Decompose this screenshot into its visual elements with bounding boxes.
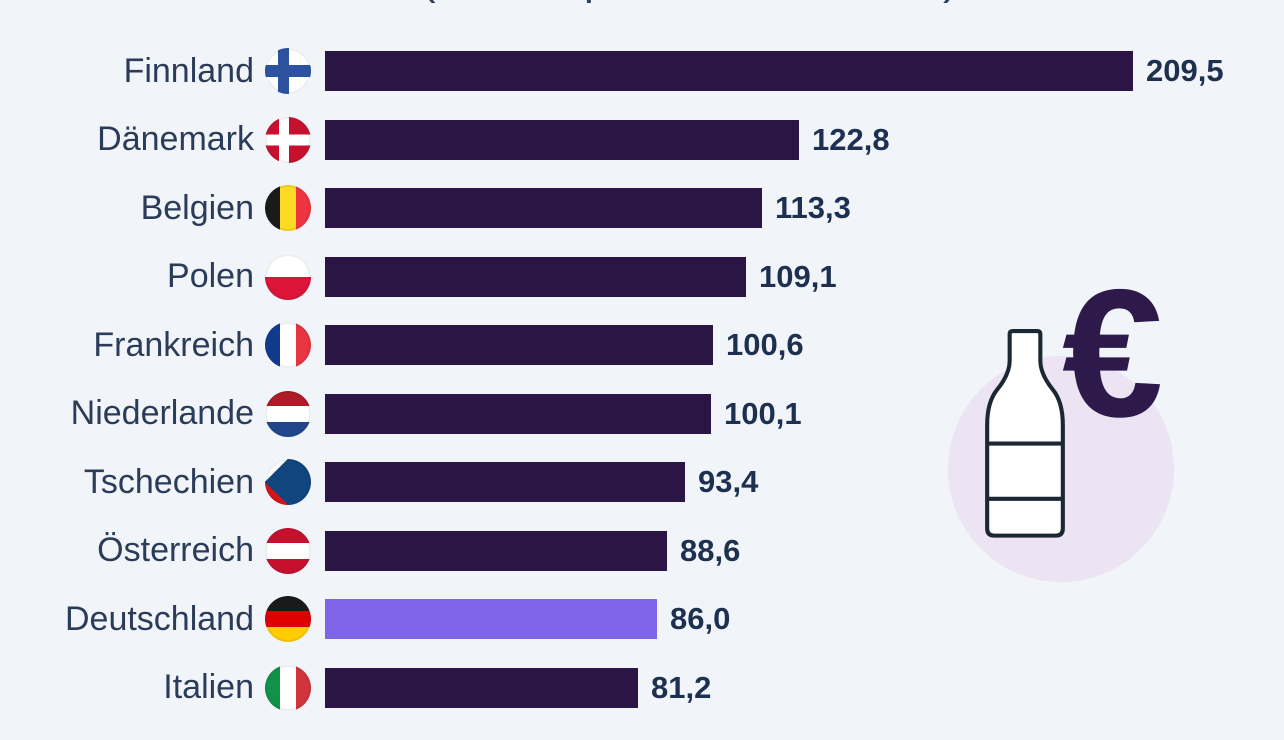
value-label: 100,1 [724,395,802,431]
flag-icon-fr [265,322,311,369]
bar [325,530,667,571]
value-label: 100,6 [726,327,804,363]
label-area: Frankreich [0,322,311,369]
value-label: 93,4 [698,464,759,500]
bar [325,51,1133,92]
cropped-title-fragment: ) [943,0,958,2]
label-area: Polen [0,253,311,300]
flag-icon-cz [265,459,311,506]
country-label: Frankreich [93,325,254,364]
flag-icon-dk [265,116,311,163]
country-label: Italien [163,668,254,707]
bar [325,462,685,503]
cropped-title: ( p,) [0,0,1284,12]
label-area: Italien [0,664,311,711]
flag-icon-be [265,185,311,232]
country-label: Polen [167,257,254,296]
label-area: Belgien [0,185,311,232]
bar [325,188,762,229]
bar [325,325,713,366]
flag-icon-pl [265,253,311,300]
bar [325,667,638,708]
flag-icon-nl [265,390,311,437]
value-label: 113,3 [775,190,851,226]
flag-icon-it [265,664,311,711]
bar-row: Polen 109,1 [0,243,1284,312]
flag-icon-fi [265,48,311,95]
bar [325,256,746,297]
value-label: 81,2 [651,669,712,705]
bar-row: Tschechien 93,4 [0,448,1284,517]
country-label: Niederlande [70,394,254,433]
bar-row: Finnland 209,5 [0,37,1284,106]
bar-row: Frankreich 100,6 [0,311,1284,380]
cropped-title-fragment: , [731,0,743,2]
bar [325,599,657,640]
value-label: 86,0 [670,601,731,637]
bar-row: Dänemark 122,8 [0,106,1284,175]
cropped-title-fragment: ( [421,0,436,2]
bar-row: Niederlande 100,1 [0,380,1284,449]
value-label: 209,5 [1146,53,1224,89]
flag-icon-at [265,527,311,574]
country-label: Tschechien [83,462,254,501]
country-label: Belgien [140,188,254,227]
bottle-icon [985,329,1065,538]
bar-chart: Finnland 209,5 Dänemark 122,8 Belgien 113,3 Po… [0,37,1284,722]
flag-icon-de [265,596,311,643]
label-area: Dänemark [0,116,311,163]
value-label: 88,6 [680,532,741,568]
label-area: Niederlande [0,390,311,437]
bar-row: Deutschland 86,0 [0,585,1284,654]
bar-row: Belgien 113,3 [0,174,1284,243]
label-area: Tschechien [0,459,311,506]
bar [325,119,799,160]
country-label: Österreich [97,531,254,570]
value-label: 122,8 [812,121,890,157]
country-label: Finnland [123,51,254,90]
value-label: 109,1 [759,258,837,294]
label-area: Deutschland [0,596,311,643]
country-label: Dänemark [97,120,254,159]
country-label: Deutschland [64,599,254,638]
bar-row: Italien 81,2 [0,654,1284,723]
bar [325,393,711,434]
label-area: Österreich [0,527,311,574]
cropped-title-fragment: p [584,0,608,2]
label-area: Finnland [0,48,311,95]
euro-icon: € [1062,251,1164,455]
bar-row: Österreich 88,6 [0,517,1284,586]
